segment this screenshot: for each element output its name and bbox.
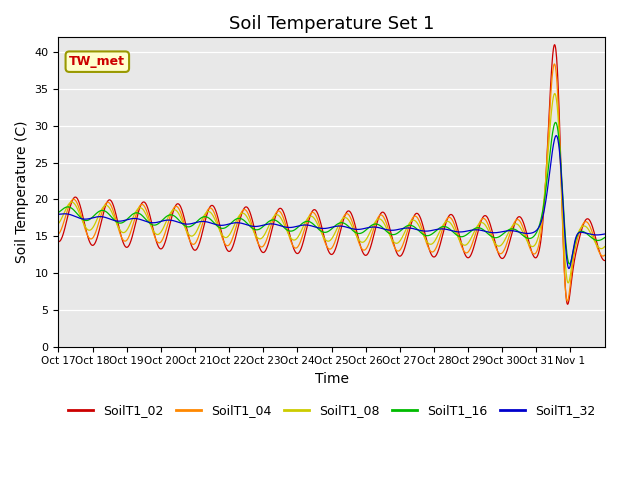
SoilT1_04 [595, 247, 602, 253]
SoilT1_02 [317, 221, 325, 227]
SoilT1_32 [140, 218, 148, 224]
Line: SoilT1_02: SoilT1_02 [58, 45, 605, 304]
Line: SoilT1_32: SoilT1_32 [58, 136, 605, 268]
X-axis label: Time: Time [314, 372, 349, 386]
SoilT1_04 [601, 252, 609, 258]
SoilT1_16 [566, 261, 573, 267]
Line: SoilT1_16: SoilT1_16 [58, 122, 605, 264]
SoilT1_08 [540, 195, 548, 201]
SoilT1_04 [550, 61, 558, 67]
SoilT1_02 [601, 258, 609, 264]
SoilT1_32 [601, 231, 609, 237]
SoilT1_32 [595, 232, 602, 238]
Title: Soil Temperature Set 1: Soil Temperature Set 1 [229, 15, 434, 33]
SoilT1_04 [54, 231, 62, 237]
SoilT1_08 [54, 220, 62, 226]
Line: SoilT1_04: SoilT1_04 [58, 64, 605, 301]
SoilT1_02 [460, 249, 468, 255]
SoilT1_02 [54, 239, 62, 244]
Legend: SoilT1_02, SoilT1_04, SoilT1_08, SoilT1_16, SoilT1_32: SoilT1_02, SoilT1_04, SoilT1_08, SoilT1_… [63, 399, 600, 422]
Text: TW_met: TW_met [69, 55, 125, 68]
SoilT1_04 [307, 211, 314, 216]
SoilT1_08 [140, 208, 148, 214]
SoilT1_08 [601, 244, 609, 250]
SoilT1_32 [540, 207, 548, 213]
SoilT1_02 [564, 301, 572, 307]
SoilT1_02 [550, 42, 558, 48]
SoilT1_08 [460, 242, 468, 248]
SoilT1_16 [317, 228, 325, 234]
SoilT1_08 [307, 213, 314, 219]
SoilT1_16 [552, 120, 559, 125]
SoilT1_16 [601, 235, 609, 240]
SoilT1_16 [540, 199, 548, 205]
SoilT1_32 [565, 265, 573, 271]
SoilT1_02 [307, 212, 314, 217]
SoilT1_04 [563, 298, 571, 304]
SoilT1_16 [460, 233, 468, 239]
Y-axis label: Soil Temperature (C): Soil Temperature (C) [15, 121, 29, 263]
SoilT1_32 [54, 211, 62, 217]
SoilT1_04 [540, 199, 548, 204]
SoilT1_08 [595, 244, 602, 250]
SoilT1_02 [540, 203, 548, 208]
SoilT1_32 [552, 133, 560, 139]
SoilT1_08 [551, 91, 559, 96]
SoilT1_04 [140, 203, 148, 208]
SoilT1_16 [140, 215, 148, 220]
SoilT1_32 [460, 229, 468, 235]
SoilT1_32 [307, 223, 314, 228]
SoilT1_02 [595, 245, 602, 251]
Line: SoilT1_08: SoilT1_08 [58, 94, 605, 283]
SoilT1_04 [317, 227, 325, 233]
SoilT1_16 [307, 219, 314, 225]
SoilT1_08 [564, 280, 572, 286]
SoilT1_02 [140, 199, 148, 205]
SoilT1_32 [317, 226, 325, 231]
SoilT1_16 [54, 209, 62, 215]
SoilT1_04 [460, 249, 468, 254]
SoilT1_08 [317, 229, 325, 235]
SoilT1_16 [595, 238, 602, 243]
